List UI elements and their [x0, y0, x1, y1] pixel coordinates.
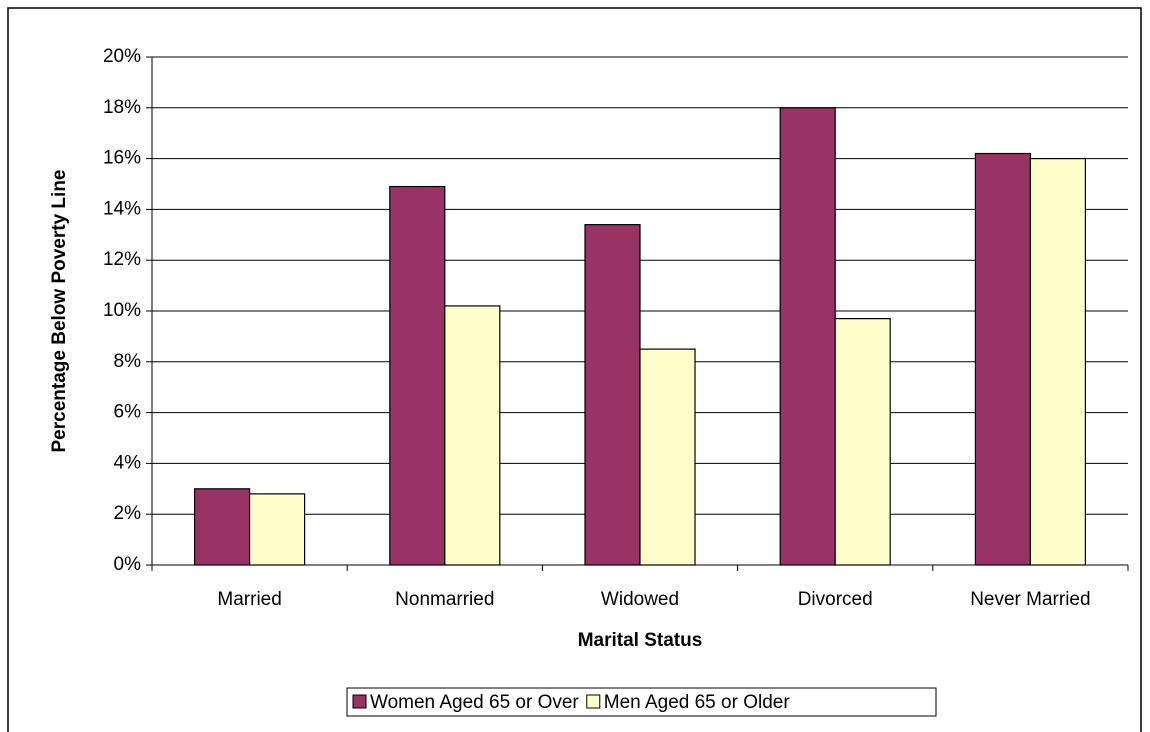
bar [834, 318, 891, 566]
y-tick-label: 6% [114, 402, 142, 423]
y-tick-label: 4% [114, 452, 142, 473]
bar [584, 224, 641, 566]
y-tick-label: 10% [103, 300, 141, 321]
y-tick-label: 16% [103, 148, 141, 169]
bar [194, 488, 251, 566]
x-axis-label: Marital Status [578, 630, 703, 651]
bar [974, 152, 1032, 566]
bar [249, 493, 306, 566]
y-tick-label: 2% [114, 503, 142, 524]
legend-label: Men Aged 65 or Older [604, 692, 791, 713]
x-tick-label: Divorced [798, 589, 873, 610]
legend-swatch [352, 694, 367, 709]
x-tick-label: Married [217, 589, 281, 610]
y-tick-label: 8% [114, 351, 142, 372]
bar [639, 348, 696, 566]
y-tick-label: 12% [103, 249, 141, 270]
y-tick-label: 14% [103, 198, 141, 219]
x-tick-label: Never Married [970, 589, 1090, 610]
x-tick-label: Widowed [601, 589, 679, 610]
bar [779, 107, 836, 566]
y-tick-label: 20% [103, 46, 141, 67]
chart-frame [7, 7, 1142, 732]
y-axis-label: Percentage Below Poverty Line [49, 170, 70, 453]
legend-box [346, 687, 937, 717]
y-tick-label: 18% [103, 97, 141, 118]
legend-swatch [586, 694, 601, 709]
legend-label: Women Aged 65 or Over [370, 692, 579, 713]
x-tick-label: Nonmarried [395, 589, 494, 610]
bar [389, 185, 446, 566]
bar [444, 305, 501, 566]
y-tick-label: 0% [114, 554, 142, 575]
bar [1029, 158, 1087, 566]
